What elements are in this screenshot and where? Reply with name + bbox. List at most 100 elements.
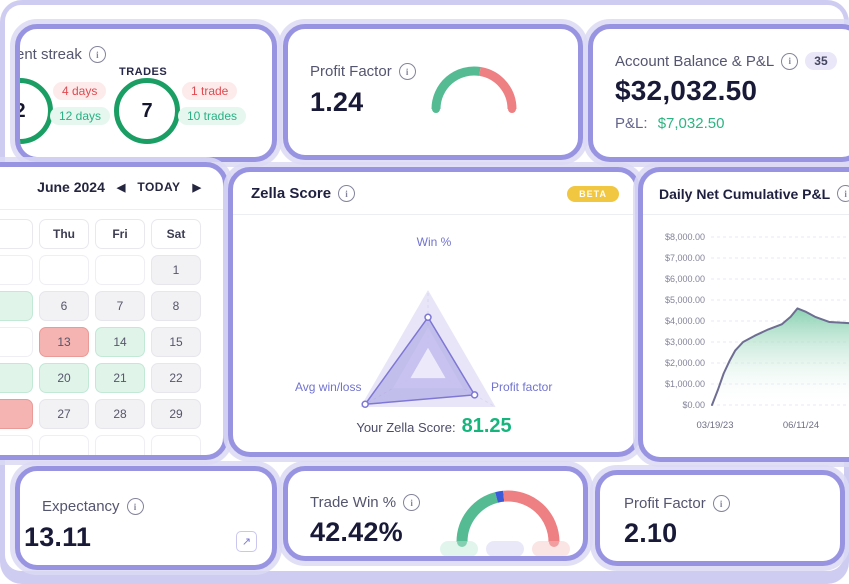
trade-win-value: 42.42% [310,517,403,547]
beta-badge: BETA [567,186,619,202]
profit-factor-bottom-title: Profit Factor [624,495,706,512]
expectancy-title: Expectancy [42,498,120,515]
calendar-day-header [0,219,33,249]
calendar-header: June 2024 ◀ TODAY ▶ [37,179,201,195]
zella-score-row: Your Zella Score: 81.25 [233,415,635,438]
calendar-day-cell[interactable]: 8 [151,291,201,321]
days-streak-circle: 2 [20,78,53,144]
calendar-day-cell [0,327,33,357]
calendar-day-cell [0,435,33,455]
day-loss-streak-pill: 4 days [53,82,107,100]
expectancy-value: 13.11 [24,522,92,552]
account-balance-value: $32,032.50 [615,75,758,106]
gauge-legend-chip-red [532,541,570,556]
current-streak-card: ent streak i 2 4 days 12 days TRADES 7 1… [15,24,277,162]
calendar-month-label: June 2024 [37,179,105,195]
svg-text:03/19/23: 03/19/23 [697,420,734,431]
calendar-day-cell[interactable]: 7 [95,291,145,321]
info-icon[interactable]: i [403,494,421,511]
calendar-next-icon[interactable]: ▶ [192,181,201,194]
trade-win-card: Trade Win % i 42.42% [283,466,588,561]
radar-axis-avgwl: Avg win/loss [295,380,362,394]
account-title-row: Account Balance & P&L i 35 [615,52,837,70]
info-icon[interactable]: i [126,498,144,515]
svg-text:$0.00: $0.00 [682,400,705,410]
profit-factor-value: 1.24 [310,87,364,117]
calendar-day-cell[interactable]: 22 [151,363,201,393]
svg-text:$6,000.00: $6,000.00 [665,274,705,284]
calendar-card: June 2024 ◀ TODAY ▶ Thu Fri Sat 1 6 7 8 13 14 15 2… [0,162,228,460]
trades-streak-value: 7 [141,99,153,122]
zella-title: Zella Score [251,185,332,202]
svg-text:$5,000.00: $5,000.00 [665,295,705,305]
calendar-day-cell [0,363,33,393]
calendar-day-cell [0,255,33,285]
zella-radar-chart [360,290,496,409]
pnl-label: P&L: [615,115,648,132]
info-icon[interactable]: i [88,46,106,63]
profit-factor-bottom-value: 2.10 [624,518,678,548]
calendar-day-header: Fri [95,219,145,249]
info-icon[interactable]: i [398,63,416,80]
calendar-day-cell [95,255,145,285]
calendar-day-cell [39,255,89,285]
svg-text:$1,000.00: $1,000.00 [665,379,705,389]
info-icon[interactable]: i [712,495,730,512]
calendar-day-cell[interactable]: 27 [39,399,89,429]
calendar-today-button[interactable]: TODAY [137,180,181,194]
daily-pnl-chart: $8,000.00 $7,000.00 $6,000.00 $5,000.00 $4,0… [665,232,849,431]
calendar-grid: Thu Fri Sat 1 6 7 8 13 14 15 20 21 22 27 28 29 [0,219,201,455]
calendar-day-cell [39,435,89,455]
account-count-badge[interactable]: 35 [805,52,837,70]
streak-card-title: ent streak [16,46,82,63]
zella-title-row: Zella Score i [251,185,356,202]
zella-score-card: Zella Score i BETA Win % Avg win/loss Pr… [228,167,640,457]
gauge-legend-chip-purple [486,541,524,556]
trades-streak-circle: 7 [114,78,180,144]
daily-title-row: Daily Net Cumulative P&L i [659,185,849,202]
profit-factor-card-bottom: Profit Factor i 2.10 [595,470,845,566]
info-icon[interactable]: i [781,52,799,70]
profit-factor-title-row: Profit Factor i [310,63,416,80]
calendar-day-cell[interactable]: 29 [151,399,201,429]
expectancy-title-row: Expectancy i [42,498,144,515]
account-pnl-row: P&L: $7,032.50 [615,115,724,132]
svg-text:$8,000.00: $8,000.00 [665,232,705,242]
trade-win-title: Trade Win % [310,494,397,511]
calendar-day-cell[interactable]: 14 [95,327,145,357]
streak-card-title-row: ent streak i [16,46,106,63]
day-win-streak-pill: 12 days [50,107,111,125]
trades-label: TRADES [119,66,168,78]
expectancy-card: Expectancy i 13.11 ↗ [15,466,277,570]
svg-text:$3,000.00: $3,000.00 [665,337,705,347]
daily-pnl-card: Daily Net Cumulative P&L i $8,000.00 $7,0… [638,167,849,462]
trade-win-gauge [456,490,560,547]
zella-score-label: Your Zella Score: [356,420,456,435]
info-icon[interactable]: i [837,185,849,202]
calendar-prev-icon[interactable]: ◀ [116,181,126,194]
account-title: Account Balance & P&L [615,52,775,70]
calendar-day-header: Sat [151,219,201,249]
account-balance-card: Account Balance & P&L i 35 $32,032.50 P&… [588,24,849,162]
svg-text:$4,000.00: $4,000.00 [665,316,705,326]
profit-factor-card-top: Profit Factor i 1.24 [283,24,583,160]
calendar-day-cell[interactable]: 1 [151,255,201,285]
calendar-day-cell[interactable]: 28 [95,399,145,429]
trade-win-streak-pill: 10 trades [178,107,247,125]
calendar-day-header: Thu [39,219,89,249]
trade-win-title-row: Trade Win % i [310,494,421,511]
expand-chart-icon[interactable]: ↗ [236,531,257,552]
calendar-day-cell [95,435,145,455]
calendar-day-cell [151,435,201,455]
svg-text:06/11/24: 06/11/24 [783,420,819,431]
calendar-day-cell[interactable]: 13 [39,327,89,357]
gauge-legend-chip-green [440,541,478,556]
radar-axis-win: Win % [416,235,452,249]
calendar-day-cell[interactable]: 21 [95,363,145,393]
calendar-day-cell[interactable]: 20 [39,363,89,393]
profit-factor-gauge [431,66,517,113]
calendar-day-cell[interactable]: 6 [39,291,89,321]
calendar-day-cell[interactable]: 15 [151,327,201,357]
info-icon[interactable]: i [338,185,356,202]
